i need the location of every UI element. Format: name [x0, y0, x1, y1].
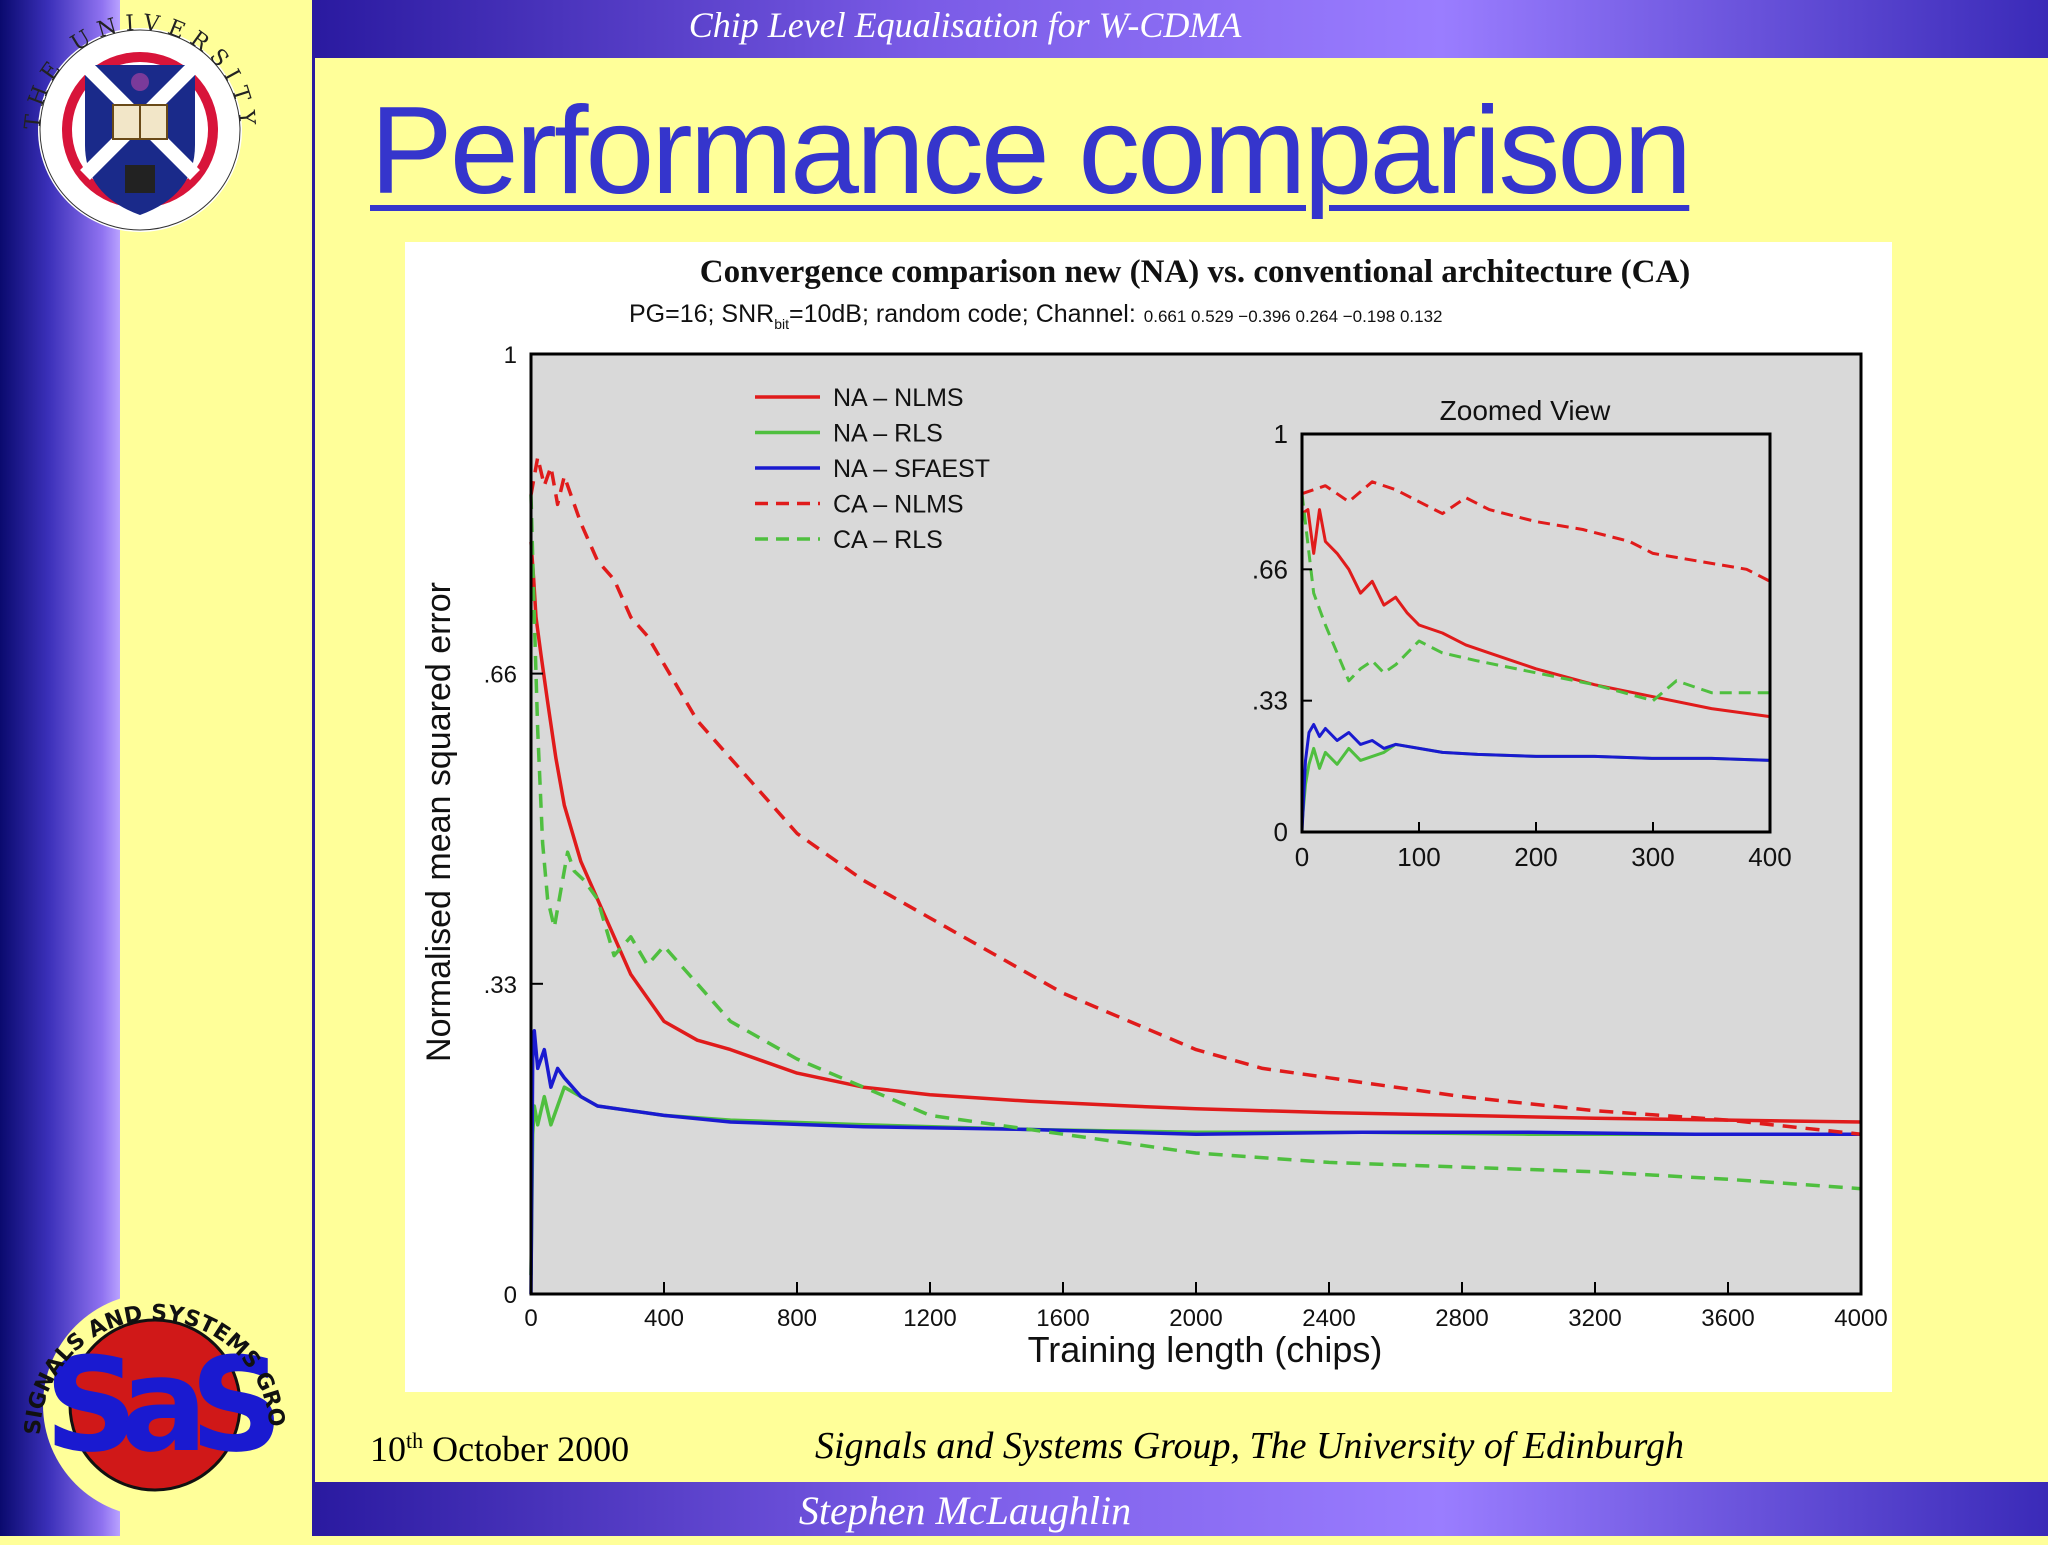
legend-label-ca-nlms: CA – NLMS [833, 491, 964, 519]
main-x-tick-label: 400 [644, 1305, 684, 1332]
main-series-na-nlms [529, 541, 1862, 1124]
inset-y-tick-label: 1 [1274, 419, 1288, 449]
main-series-ca-nlms [529, 455, 1862, 1136]
main-series-na-sfaest [529, 1029, 1861, 1295]
presentation-date: 10th October 2000 [370, 1428, 630, 1469]
chart-title: Convergence comparison new (NA) vs. conv… [700, 254, 1690, 290]
legend-label-na-sfaest: NA – SFAEST [833, 455, 990, 483]
chart-panel: 0 400 800 1200 1600 2000 2400 2800 3200 3600 4000 0… [405, 242, 1892, 1392]
main-plot-area [531, 354, 1861, 1294]
main-x-tick-label: 2800 [1435, 1305, 1488, 1332]
inset-x-tick-label: 300 [1631, 842, 1674, 872]
presentation-title: Chip Level Equalisation for W-CDMA [688, 5, 1242, 45]
main-x-tick-label: 800 [777, 1305, 817, 1332]
main-x-tick-label: 1200 [903, 1305, 956, 1332]
chart-subtitle: PG=16; SNRbit=10dB; random code; Channel… [629, 300, 1443, 332]
inset-x-tick-label: 200 [1514, 842, 1557, 872]
inset-y-tick-label: 0 [1274, 817, 1288, 847]
footer-bar [315, 1482, 2048, 1536]
presenter-name: Stephen McLaughlin [798, 1488, 1132, 1533]
legend-label-na-nlms: NA – NLMS [833, 384, 964, 412]
main-x-tick-label: 2400 [1302, 1305, 1355, 1332]
main-x-tick-label: 3600 [1701, 1305, 1754, 1332]
inset-y-tick-label: .66 [1252, 554, 1288, 584]
main-x-tick-label: 3200 [1568, 1305, 1621, 1332]
group-name: Signals and Systems Group, The Universit… [815, 1425, 1685, 1467]
inset-y-tick-label: .33 [1252, 686, 1288, 716]
inset-series-na-sfaest [1300, 723, 1771, 833]
main-y-tick-label: .33 [484, 972, 517, 999]
main-y-tick-label: 1 [504, 342, 517, 369]
y-axis-label: Normalised mean squared error [420, 582, 458, 1062]
main-x-tick-label: 0 [524, 1305, 537, 1332]
inset-series-ca-nlms [1301, 480, 1771, 583]
main-x-tick-label: 2000 [1169, 1305, 1222, 1332]
header-bar [315, 0, 2048, 58]
sas-letters: SaS [45, 1329, 275, 1481]
main-y-tick-label: 0 [504, 1282, 517, 1309]
inset-x-tick-label: 100 [1397, 842, 1440, 872]
legend-label-na-rls: NA – RLS [833, 420, 943, 448]
left-panel [120, 0, 315, 1536]
convergence-chart: 0 400 800 1200 1600 2000 2400 2800 3200 3600 40000… [420, 254, 1888, 1370]
divider [312, 0, 315, 1536]
chart-legend: NA – NLMS NA – RLS NA – SFAEST CA – NLMS CA … [755, 384, 990, 554]
main-series-ca-rls [529, 494, 1862, 1191]
main-x-tick-label: 1600 [1036, 1305, 1089, 1332]
inset-x-tick-label: 400 [1748, 842, 1791, 872]
inset-series-ca-rls [1300, 493, 1770, 703]
inset-title: Zoomed View [1440, 395, 1611, 426]
inset-series-na-nlms [1301, 508, 1771, 719]
sas-group-logo: SaS SIGNALS AND SYSTEMS GROUP · THE UNIV… [0, 1255, 293, 1517]
main-x-tick-label: 4000 [1834, 1305, 1887, 1332]
left-decor-bar [0, 0, 120, 1536]
x-axis-label: Training length (chips) [1028, 1329, 1383, 1370]
slide-title: Performance comparison [370, 82, 1692, 220]
main-y-tick-label: .66 [484, 662, 517, 689]
inset-x-tick-label: 0 [1295, 842, 1309, 872]
legend-label-ca-rls: CA – RLS [833, 526, 943, 554]
university-crest-logo: THE UNIVERSITY OF EDINBURGH [0, 0, 252, 232]
